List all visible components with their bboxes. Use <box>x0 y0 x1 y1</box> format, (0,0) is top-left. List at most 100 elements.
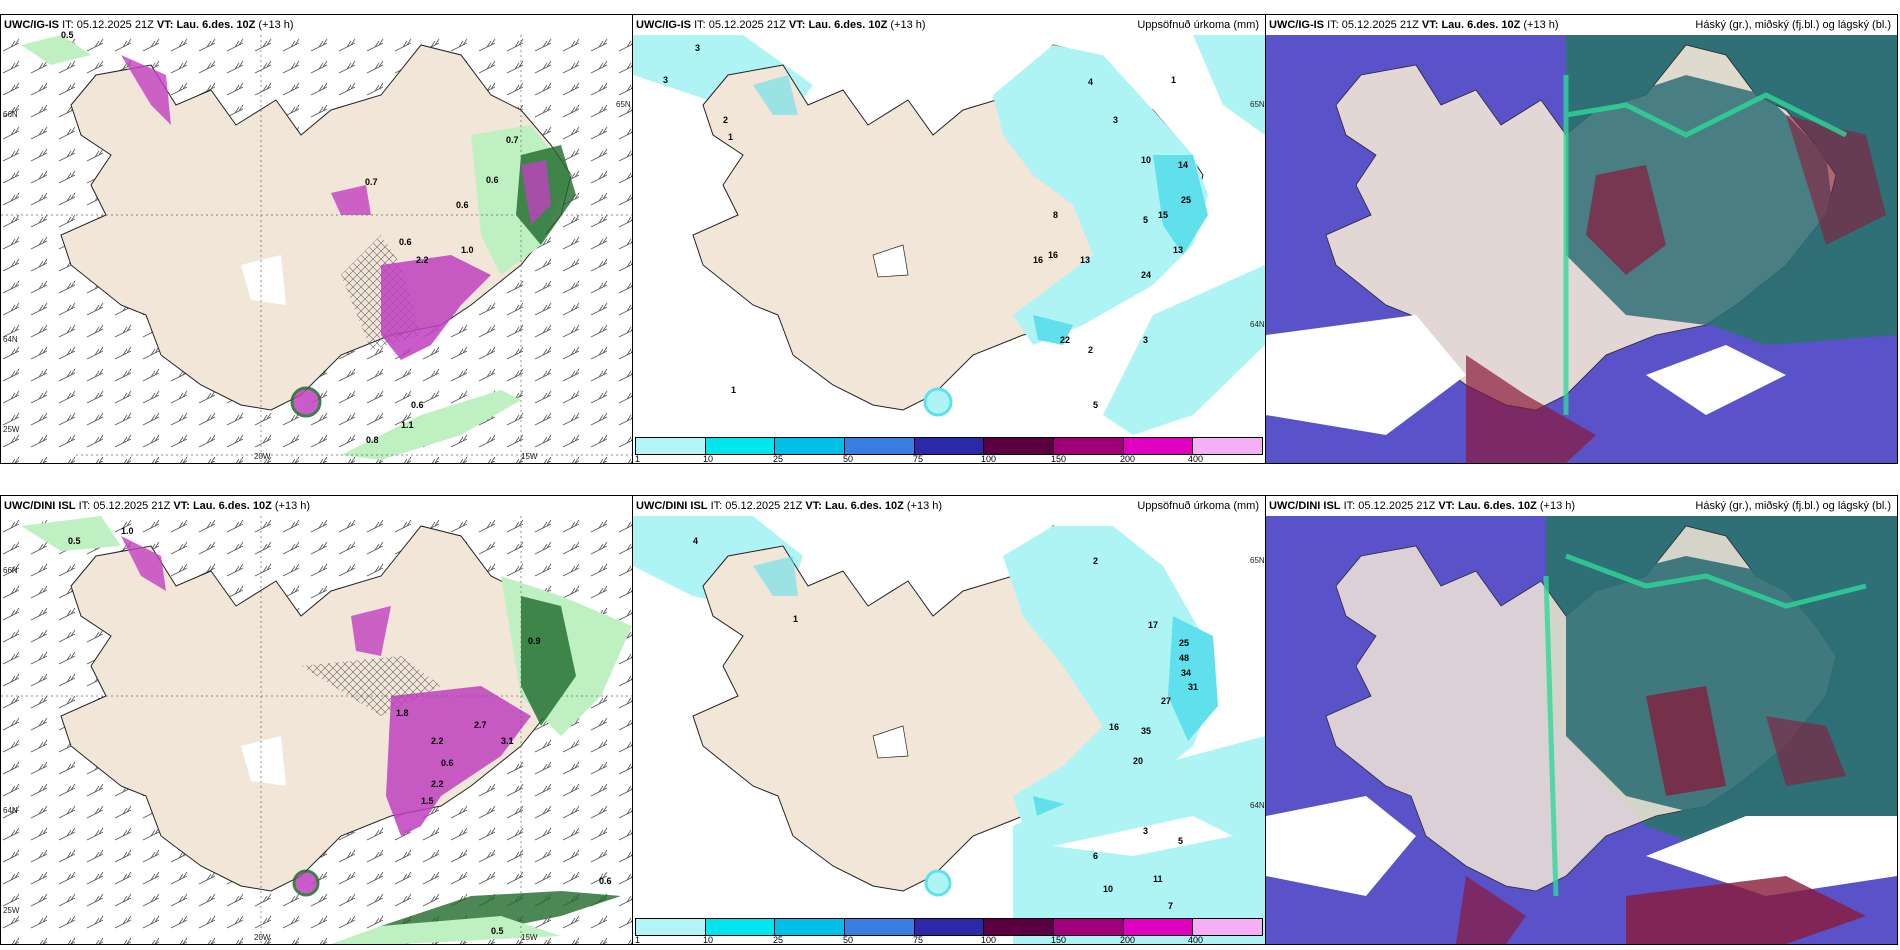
lead-time: (+13 h) <box>1539 500 1576 512</box>
value-label: 1 <box>1171 75 1177 85</box>
legend-tick: 1 <box>635 935 641 945</box>
legend-swatch <box>984 438 1055 454</box>
lat-64-label: 64N <box>3 335 18 344</box>
value-label: 48 <box>1179 653 1190 663</box>
legend-colorbar <box>635 918 1263 936</box>
it-label: IT: <box>694 19 706 31</box>
precip-legend: 1 10 25 50 75 100 150 200 400 <box>633 916 1265 944</box>
value-label: 3 <box>695 43 701 53</box>
legend-colorbar <box>635 437 1263 455</box>
value-label: 3 <box>663 75 669 85</box>
lead-time: (+13 h) <box>274 500 311 512</box>
value-label: 2.7 <box>474 720 487 730</box>
panel-top-mid: UWC/IG-IS IT: 05.12.2025 21Z VT: Lau. 6.… <box>632 14 1266 464</box>
value-label: 8 <box>1053 210 1059 220</box>
vt-value: Lau. 6.des. 10Z <box>1457 500 1537 512</box>
panel-top-right: UWC/IG-IS IT: 05.12.2025 21Z VT: Lau. 6.… <box>1265 14 1898 464</box>
lat-64-label: 64N <box>1250 320 1265 329</box>
legend-swatch <box>845 919 915 935</box>
value-label: 0.5 <box>61 30 74 40</box>
value-label: 25 <box>1179 638 1190 648</box>
value-label: 0.6 <box>411 400 424 410</box>
legend-tick: 50 <box>843 935 854 945</box>
legend-swatch <box>775 919 846 935</box>
lat-64-label: 64N <box>1250 801 1265 810</box>
value-label: 5 <box>1093 400 1099 410</box>
value-label: 0.8 <box>366 435 379 445</box>
vt-value: Lau. 6.des. 10Z <box>824 500 904 512</box>
lat-65-label: 65N <box>1250 100 1265 109</box>
panel-header: UWC/DINI ISL IT: 05.12.2025 21Z VT: Lau.… <box>1266 496 1897 516</box>
legend-tick: 400 <box>1188 454 1204 464</box>
legend-swatch <box>984 919 1055 935</box>
value-label: 0.6 <box>399 237 412 247</box>
value-label: 24 <box>1141 270 1152 280</box>
panel-header: UWC/DINI ISL IT: 05.12.2025 21Z VT: Lau.… <box>633 496 1265 516</box>
legend-tick: 200 <box>1120 935 1136 945</box>
value-label: 10 <box>1141 155 1152 165</box>
value-label: 0.6 <box>456 200 469 210</box>
value-label: 1 <box>793 614 799 624</box>
legend-tick: 10 <box>703 454 714 464</box>
legend-swatch <box>1054 438 1124 454</box>
value-label: 15 <box>1158 210 1169 220</box>
lon-25-label: 25W <box>3 425 20 434</box>
panel-bottom-right: UWC/DINI ISL IT: 05.12.2025 21Z VT: Lau.… <box>1265 495 1898 945</box>
value-label: 20 <box>1133 756 1144 766</box>
it-value: 05.12.2025 21Z <box>725 500 803 512</box>
it-label: IT: <box>710 500 723 512</box>
value-label: 25 <box>1181 195 1192 205</box>
legend-tick: 75 <box>913 935 924 945</box>
wind-snow-map <box>1 516 632 944</box>
value-label: 17 <box>1148 620 1159 630</box>
legend-swatch <box>636 438 706 454</box>
panel-header: UWC/IG-IS IT: 05.12.2025 21Z VT: Lau. 6.… <box>1266 15 1897 35</box>
value-label: 34 <box>1181 668 1192 678</box>
legend-tick: 100 <box>981 454 997 464</box>
vt-value: Lau. 6.des. 10Z <box>176 19 256 31</box>
it-value: 05.12.2025 21Z <box>1358 500 1436 512</box>
legend-swatch <box>705 919 776 935</box>
legend-swatch <box>1054 919 1124 935</box>
value-label: 2.2 <box>416 255 429 265</box>
value-label: 16 <box>1033 255 1044 265</box>
value-label: 4 <box>1088 77 1094 87</box>
lead-time: (+13 h) <box>258 19 294 31</box>
vt-label: VT: <box>805 500 822 512</box>
value-label: 1 <box>731 385 737 395</box>
legend-tick: 100 <box>981 935 997 945</box>
legend-tick: 50 <box>843 454 854 464</box>
model-name: UWC/DINI ISL <box>4 500 76 512</box>
panel-header: UWC/IG-IS IT: 05.12.2025 21Z VT: Lau. 6.… <box>633 15 1265 35</box>
value-label: 31 <box>1188 682 1199 692</box>
value-label: 0.6 <box>486 175 499 185</box>
precip-map <box>633 35 1265 435</box>
value-label: 3 <box>1143 335 1149 345</box>
value-label: 2 <box>1088 345 1094 355</box>
panel-top-left: UWC/IG-IS IT: 05.12.2025 21Z VT: Lau. 6.… <box>0 14 633 464</box>
model-name: UWC/DINI ISL <box>636 500 708 512</box>
value-label: 10 <box>1103 884 1114 894</box>
field-title: Uppsöfnuð úrkoma (mm) <box>1137 500 1259 512</box>
value-label: 0.5 <box>68 536 81 546</box>
model-name: UWC/DINI ISL <box>1269 500 1341 512</box>
value-label: 27 <box>1161 696 1172 706</box>
legend-tick: 1 <box>635 454 641 464</box>
value-label: 1.0 <box>461 245 474 255</box>
field-title: Háský (gr.), miðský (fj.bl.) og lágský (… <box>1695 500 1891 512</box>
value-label: 0.9 <box>528 636 541 646</box>
legend-swatch <box>705 438 776 454</box>
lat-64-label: 64N <box>3 806 18 815</box>
vt-label: VT: <box>173 500 190 512</box>
value-label: 35 <box>1141 726 1152 736</box>
wind-snow-map <box>1 35 632 463</box>
value-label: 1 <box>728 132 734 142</box>
lat-65-label: 65N <box>1250 556 1265 565</box>
panel-header: UWC/DINI ISL IT: 05.12.2025 21Z VT: Lau.… <box>1 496 632 516</box>
legend-swatch <box>914 438 985 454</box>
model-name: UWC/IG-IS <box>636 19 691 31</box>
value-label: 3.1 <box>501 736 514 746</box>
it-label: IT: <box>1327 19 1339 31</box>
value-label: 2 <box>1093 556 1099 566</box>
lon-20-label: 20W <box>254 452 271 461</box>
